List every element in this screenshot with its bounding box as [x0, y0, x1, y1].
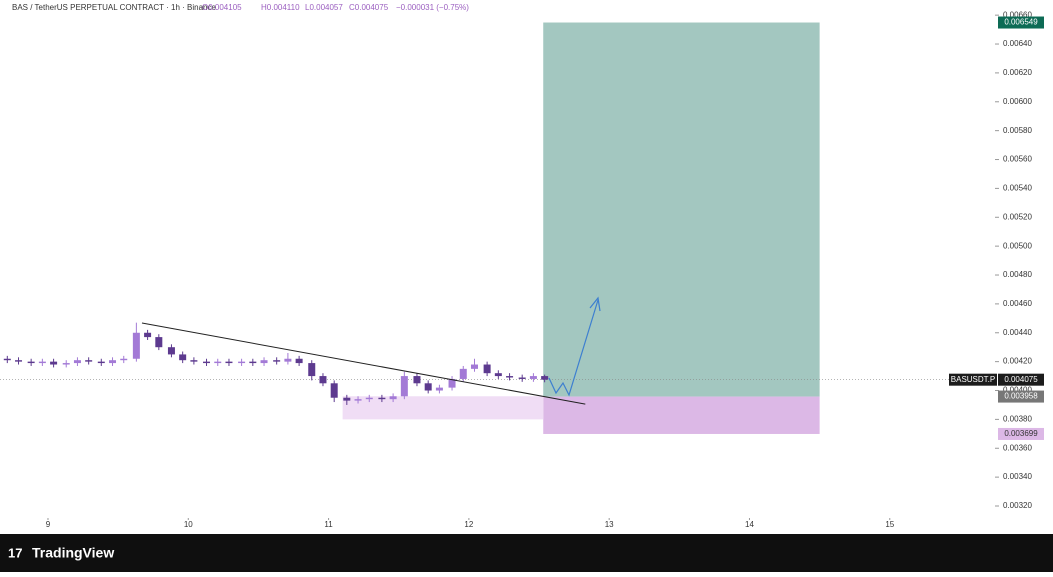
x-tick-label: 11	[324, 520, 333, 529]
entry-label: 0.003958	[1004, 392, 1038, 401]
y-tick-label: 0.00560	[1003, 155, 1032, 164]
entry-label-box	[998, 390, 1044, 403]
candle-body	[448, 378, 456, 388]
candle-body	[3, 358, 11, 361]
candle-body	[483, 364, 491, 374]
header-open: O0.004105	[202, 3, 242, 12]
candle-body	[343, 397, 351, 401]
candle-body	[132, 332, 140, 359]
last-price-label: 0.004075	[1004, 375, 1038, 384]
candle-body	[62, 363, 70, 365]
candle-body	[506, 376, 514, 378]
candle-body	[330, 383, 338, 398]
y-tick-label: 0.00420	[1003, 357, 1032, 366]
candle-body	[214, 361, 222, 364]
brand-logo: 17	[8, 545, 22, 560]
stop-label: 0.003699	[1004, 429, 1038, 438]
y-tick-label: 0.00540	[1003, 184, 1032, 193]
y-tick-label: 0.00380	[1003, 414, 1032, 423]
candle-body	[518, 377, 526, 379]
y-tick-label: 0.00660	[1003, 10, 1032, 19]
candle-body	[459, 368, 467, 379]
candle-body	[389, 396, 397, 400]
candle-body	[260, 360, 268, 364]
x-tick-label: 10	[184, 520, 193, 529]
header-symbol: BAS / TetherUS PERPETUAL CONTRACT · 1h ·…	[12, 3, 216, 12]
candle-body	[27, 361, 35, 364]
header-high: H0.004110	[261, 3, 300, 12]
demand-zone	[342, 396, 544, 420]
candle-body	[85, 360, 93, 362]
x-tick-label: 9	[46, 520, 51, 529]
candle-body	[470, 364, 478, 369]
candle-body	[167, 347, 175, 355]
candle-body	[38, 361, 46, 364]
footer-bar	[0, 534, 1053, 572]
profit-zone	[543, 22, 820, 397]
candle-body	[308, 363, 316, 377]
target-label-box	[998, 16, 1044, 29]
y-tick-label: 0.00360	[1003, 443, 1032, 452]
y-tick-label: 0.00580	[1003, 126, 1032, 135]
y-tick-label: 0.00340	[1003, 472, 1032, 481]
candle-body	[354, 399, 362, 401]
candle-body	[435, 387, 443, 391]
candle-body	[273, 360, 281, 362]
candle-body	[190, 360, 198, 362]
candle-body	[15, 360, 23, 362]
candle-body	[494, 373, 502, 377]
header-low: L0.004057	[305, 3, 343, 12]
candle-body	[144, 332, 152, 338]
x-tick-label: 14	[745, 520, 754, 529]
y-tick-label: 0.00460	[1003, 299, 1032, 308]
y-tick-label: 0.00440	[1003, 328, 1032, 337]
candle-body	[295, 358, 303, 364]
header-close: C0.004075	[349, 3, 389, 12]
y-tick-label: 0.00600	[1003, 97, 1032, 106]
projection-arrow	[548, 296, 601, 397]
candle-body	[203, 361, 211, 364]
x-tick-label: 15	[885, 520, 894, 529]
target-label: 0.006549	[1004, 18, 1038, 27]
y-tick-label: 0.00400	[1003, 386, 1032, 395]
header-change: −0.000031 (−0.75%)	[396, 3, 469, 12]
candle-body	[73, 360, 81, 364]
candle-body	[413, 376, 421, 384]
candle-body	[50, 361, 58, 365]
candle-body	[225, 361, 233, 364]
x-tick-label: 12	[464, 520, 473, 529]
plot: 0.00320 0.00340 0.00360 0.00380 0.00400 0.004…	[0, 10, 1044, 529]
y-tick-label: 0.00520	[1003, 212, 1032, 221]
candle-body	[541, 376, 549, 380]
candle-body	[378, 397, 386, 400]
candle-body	[109, 360, 117, 364]
brand: TradingView	[32, 545, 114, 561]
candle-body	[365, 397, 373, 400]
y-tick-label: 0.00480	[1003, 270, 1032, 279]
symbol-label-box	[949, 373, 997, 386]
candle-body	[319, 376, 327, 384]
candle-body	[249, 361, 257, 364]
candle-body	[155, 337, 163, 348]
candle-body	[529, 376, 537, 379]
y-tick-label: 0.00640	[1003, 39, 1032, 48]
stop-label-box	[998, 427, 1044, 440]
y-tick-label: 0.00620	[1003, 68, 1032, 77]
y-tick-label: 0.00320	[1003, 501, 1032, 510]
candle-body	[238, 361, 246, 364]
loss-zone	[543, 396, 820, 434]
candle-body	[400, 376, 408, 397]
candle-body	[120, 358, 128, 361]
candle-body	[179, 354, 187, 361]
trendline	[141, 322, 586, 405]
candle-body	[97, 361, 105, 364]
y-tick-label: 0.00500	[1003, 241, 1032, 250]
last-price-label-box	[998, 373, 1044, 386]
candle-body	[424, 383, 432, 391]
x-tick-label: 13	[605, 520, 614, 529]
candle-body	[284, 358, 292, 362]
symbol-label: BASUSDT.P	[951, 375, 995, 384]
